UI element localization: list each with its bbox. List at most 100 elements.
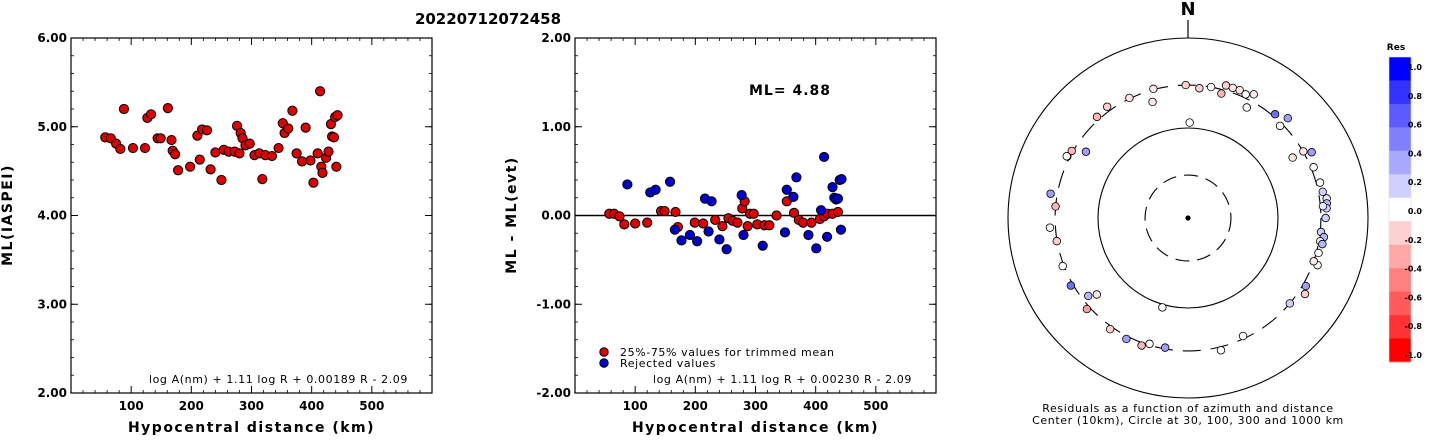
data-point-series-0 <box>331 161 342 172</box>
data-point-series-1 <box>757 240 768 251</box>
legend: 25%-75% values for trimmed meanRejected … <box>599 346 835 370</box>
data-point-series-0 <box>689 217 700 228</box>
data-point-series-0 <box>127 142 139 154</box>
colorbar-swatch <box>1389 268 1411 293</box>
colorbar-swatch <box>1389 244 1411 269</box>
station-marker <box>1160 343 1170 352</box>
station-marker <box>1285 299 1295 308</box>
ml-vs-distance-panel: 2.00 3.00 4.00 5.00 6.00 100 200 300 400 500 Hypoc… <box>0 31 433 436</box>
colorbar-tick-label: 0.8 <box>1408 92 1423 101</box>
data-point-series-1 <box>811 243 822 254</box>
colorbar-tick-label: 0.2 <box>1408 178 1422 187</box>
x-tick-label: 200 <box>179 399 204 413</box>
station-marker <box>1092 112 1102 122</box>
data-point-series-0 <box>332 110 343 121</box>
colorbar-tick-label: -0.2 <box>1405 236 1423 245</box>
colorbar-tick-label: 0.4 <box>1408 149 1423 158</box>
colorbar-swatch <box>1389 127 1411 152</box>
station-marker <box>1181 80 1190 90</box>
data-point-series-1 <box>803 229 814 241</box>
data-point-series-0 <box>296 156 308 167</box>
data-point-series-0 <box>287 105 298 116</box>
data-point-series-0 <box>244 138 255 149</box>
colorbar-swatch <box>1389 150 1411 175</box>
y-tick-label: 2.00 <box>541 31 571 45</box>
y-tick-label: 5.00 <box>37 120 67 134</box>
station-marker <box>1122 334 1131 344</box>
station-marker <box>1148 97 1157 107</box>
station-marker <box>1307 148 1316 157</box>
station-marker <box>1084 291 1093 301</box>
x-tick-label: 500 <box>359 399 384 413</box>
data-point-series-1 <box>706 196 717 207</box>
y-tick-label: -1.00 <box>536 297 571 311</box>
data-point-series-0 <box>748 208 759 219</box>
data-point-series-0 <box>257 174 268 185</box>
data-point-series-0 <box>832 206 844 218</box>
station-marker <box>1066 281 1076 290</box>
map-caption-line-1: Residuals as a function of azimuth and d… <box>1042 402 1333 415</box>
data-point-series-0 <box>308 177 319 188</box>
data-point-series-0 <box>201 125 213 136</box>
data-point-series-1 <box>836 174 847 185</box>
data-point-series-0 <box>317 167 328 178</box>
station-marker <box>1241 90 1250 99</box>
colorbar-tick-label: 0.6 <box>1408 121 1423 130</box>
data-point-series-0 <box>185 161 196 172</box>
data-point-series-0 <box>194 154 205 165</box>
distance-ring <box>1144 174 1232 262</box>
data-point-series-1 <box>692 236 703 247</box>
data-point-series-1 <box>832 193 844 204</box>
colorbar-tick-label: -0.8 <box>1405 322 1423 331</box>
station-marker <box>1206 82 1216 92</box>
legend-label: 25%-75% values for trimmed mean <box>620 346 835 359</box>
y-axis-label: ML - ML(evt) <box>504 156 520 273</box>
residual-colorbar: Res 1.0 0.8 0.6 0.4 0.2 0.0 -0.2 -0.4 -0.6 -0.8 -1.… <box>1387 43 1423 363</box>
data-point-series-0 <box>314 86 326 97</box>
data-point-series-0 <box>234 148 245 159</box>
station-marker <box>1318 239 1327 249</box>
data-point-series-0 <box>312 148 323 159</box>
data-point-series-1 <box>684 229 696 241</box>
station-marker <box>1067 146 1076 156</box>
data-point-series-0 <box>619 219 630 230</box>
x-tick-label: 400 <box>803 399 828 413</box>
station-marker <box>1046 189 1055 198</box>
station-marker <box>1137 341 1146 350</box>
data-point-series-1 <box>669 224 680 235</box>
data-point-series-1 <box>835 224 847 235</box>
station-marker <box>1105 324 1115 334</box>
y-tick-label: 6.00 <box>37 31 67 45</box>
data-point-series-0 <box>742 221 753 232</box>
colorbar-swatch <box>1389 315 1411 340</box>
residual-vs-distance-panel: -2.00 -1.00 0.00 1.00 2.00 100 200 300 400 500 Hyp… <box>504 31 937 436</box>
data-point-series-1 <box>781 184 792 195</box>
data-point-series-0 <box>216 174 227 186</box>
colorbar-label: Res <box>1387 43 1405 53</box>
y-tick-label: 0.00 <box>541 209 571 223</box>
north-label: N <box>1180 0 1195 20</box>
station-marker <box>1082 304 1092 314</box>
data-point-series-0 <box>273 142 284 154</box>
data-point-series-0 <box>328 132 340 143</box>
station-marker <box>1235 86 1244 95</box>
station-marker <box>1238 331 1248 341</box>
data-point-series-1 <box>664 176 676 187</box>
data-point-series-1 <box>821 231 833 242</box>
plot-frame <box>70 37 433 394</box>
colorbar-swatch <box>1389 103 1411 128</box>
station-marker <box>1309 163 1318 172</box>
station-marker <box>1270 110 1280 119</box>
station-marker <box>1062 152 1071 161</box>
station-marker <box>1052 236 1062 246</box>
y-tick-label: -2.00 <box>536 386 571 400</box>
data-point-series-1 <box>791 172 802 183</box>
data-point-series-0 <box>698 218 709 229</box>
data-point-series-0 <box>788 207 800 218</box>
data-point-series-0 <box>323 146 334 157</box>
x-tick-label: 100 <box>623 399 648 413</box>
station-marker <box>1195 84 1204 93</box>
data-point-series-0 <box>162 103 173 114</box>
center-point <box>1185 215 1191 221</box>
